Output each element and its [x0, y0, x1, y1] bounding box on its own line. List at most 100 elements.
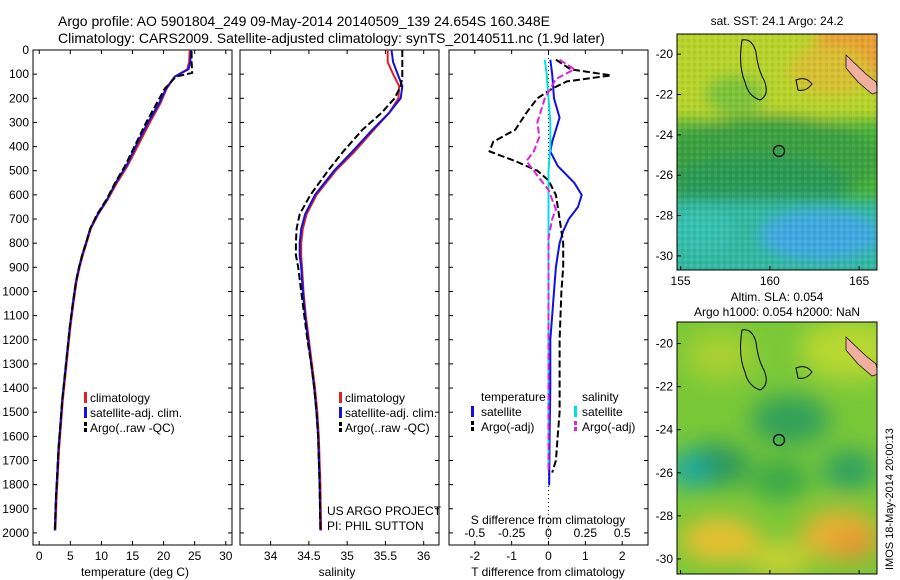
x-tick-label-top: -0.5 — [464, 526, 485, 540]
map-x-tick-label: 160 — [760, 274, 780, 288]
legend-label-climatology: climatology — [345, 391, 405, 405]
y-tick-label: 1300 — [2, 357, 29, 371]
salinity-legend: climatology satellite-adj. clim. Argo(..… — [339, 391, 437, 435]
x-tick-label: 2 — [619, 549, 626, 563]
sst-map-ticks: 155 160 165 -20 -22 -24 -26 -28 -30 — [656, 47, 870, 288]
sla-low-mid — [750, 460, 810, 500]
legend-swatch-s-satellite — [574, 406, 577, 417]
bathymetry-contour-2 — [795, 366, 813, 379]
legend-swatch-satellite — [84, 407, 87, 418]
bathymetry-contour — [740, 39, 767, 101]
sla-high-north — [685, 330, 755, 380]
x-tick-label: 34.5 — [297, 549, 321, 563]
series-line — [298, 49, 404, 531]
map-x-tick-label: 165 — [849, 578, 869, 580]
series-line — [294, 50, 404, 531]
sla-map — [677, 322, 877, 574]
legend-swatch-t-argo — [471, 421, 474, 425]
x-tick-label: 35 — [340, 549, 354, 563]
difference-legend: temperature salinity satellite Argo(-adj… — [471, 390, 635, 434]
sst-map-frame — [676, 33, 878, 271]
x-tick-label: 34 — [264, 549, 278, 563]
bathymetry-contour-2 — [795, 78, 813, 91]
map-y-tick-label: -24 — [656, 423, 674, 437]
temperature-axes — [32, 49, 233, 546]
x-tick-label-top: 0.25 — [574, 526, 598, 540]
x-tick-label: -1 — [506, 549, 517, 563]
y-tick-label: 100 — [9, 67, 29, 81]
y-tick-label: 600 — [9, 188, 29, 202]
legend-heading-temperature: temperature — [481, 390, 546, 404]
legend-swatch-argo — [339, 422, 342, 426]
y-tick-label: 700 — [9, 212, 29, 226]
difference-plot: -2 -1 0 1 2 -0.5 -0.25 0 0.25 0.5 — [449, 49, 648, 563]
map-y-tick-label: -20 — [656, 47, 674, 61]
difference-xlabel-top: S difference from climatology — [471, 513, 626, 527]
y-tick-label: 0 — [22, 43, 29, 57]
map-y-tick-label: -22 — [656, 88, 674, 102]
legend-swatch-s-argo-lower — [574, 427, 577, 431]
legend-swatch-climatology — [84, 392, 87, 403]
y-tick-label: 1600 — [2, 429, 29, 443]
map-y-tick-label: -26 — [656, 168, 674, 182]
map-y-tick-label: -28 — [656, 209, 674, 223]
legend-swatch-s-argo — [574, 421, 577, 425]
sla-low-east — [822, 450, 877, 490]
y-tick-label: 1200 — [2, 333, 29, 347]
map-y-tick-label: -24 — [656, 128, 674, 142]
y-tick-label: 2000 — [2, 526, 29, 540]
map-y-tick-label: -20 — [656, 337, 674, 351]
legend-label-t-argo: Argo(-adj) — [481, 420, 534, 434]
legend-swatch-t-satellite — [471, 406, 474, 417]
x-tick-label-top: 0 — [545, 526, 552, 540]
pi-annotation: PI: PHIL SUTTON — [327, 519, 424, 533]
new-caledonia-land — [845, 336, 877, 377]
x-tick-label: 0 — [545, 549, 552, 563]
y-tick-label: 800 — [9, 236, 29, 250]
y-tick-label: 1700 — [2, 453, 29, 467]
legend-heading-salinity: salinity — [582, 390, 619, 404]
x-tick-label-top: -0.25 — [498, 526, 526, 540]
legend-label-argo: Argo(..raw -QC) — [345, 421, 430, 435]
y-tick-label: 300 — [9, 115, 29, 129]
x-tick-label: 1 — [582, 549, 589, 563]
map-y-tick-label: -26 — [656, 466, 674, 480]
x-tick-label: 35.5 — [374, 549, 398, 563]
y-tick-label: 900 — [9, 260, 29, 274]
legend-label-s-satellite: satellite — [582, 405, 623, 419]
sst-map-title: sat. SST: 24.1 Argo: 24.2 — [711, 14, 844, 28]
sla-high-sw — [680, 518, 760, 562]
argo-float-marker — [772, 144, 786, 158]
sla-cool-west — [677, 452, 712, 488]
x-tick-label-top: 0.5 — [614, 526, 631, 540]
y-tick-label: 1900 — [2, 502, 29, 516]
y-tick-label: 200 — [9, 91, 29, 105]
salinity-xlabel: salinity — [319, 565, 356, 579]
y-tick-label: 1000 — [2, 284, 29, 298]
series-line — [525, 58, 576, 471]
sla-high-se-core — [835, 531, 875, 559]
legend-label-satellite: satellite-adj. clim. — [90, 406, 182, 420]
legend-label-s-argo: Argo(-adj) — [582, 420, 635, 434]
map-y-tick-label: -30 — [656, 249, 674, 263]
legend-label-argo: Argo(..raw -QC) — [90, 421, 175, 435]
y-tick-label: 1500 — [2, 405, 29, 419]
x-tick-label: 20 — [157, 549, 171, 563]
project-annotation: US ARGO PROJECT — [327, 504, 442, 518]
y-tick-label: 500 — [9, 164, 29, 178]
salinity-axes — [239, 49, 440, 546]
map-x-tick-label: 155 — [671, 274, 691, 288]
sla-map-ticks: 155 160 165 -20 -22 -24 -26 -28 -30 — [656, 337, 870, 580]
legend-swatch-argo — [84, 422, 87, 426]
x-tick-label: 15 — [126, 549, 140, 563]
legend-label-satellite: satellite-adj. clim. — [345, 406, 437, 420]
map-y-tick-label: -28 — [656, 509, 674, 523]
salinity-plot: 34 34.5 35 35.5 36 — [240, 49, 439, 563]
map-y-tick-label: -30 — [656, 552, 674, 566]
sla-map-title-2: Argo h1000: 0.054 h2000: NaN — [694, 305, 860, 319]
legend-swatch-climatology — [339, 392, 342, 403]
legend-swatch-argo-lower — [339, 428, 342, 432]
series-line — [53, 51, 194, 531]
sla-field — [677, 322, 877, 574]
legend-swatch-t-argo-lower — [471, 427, 474, 431]
